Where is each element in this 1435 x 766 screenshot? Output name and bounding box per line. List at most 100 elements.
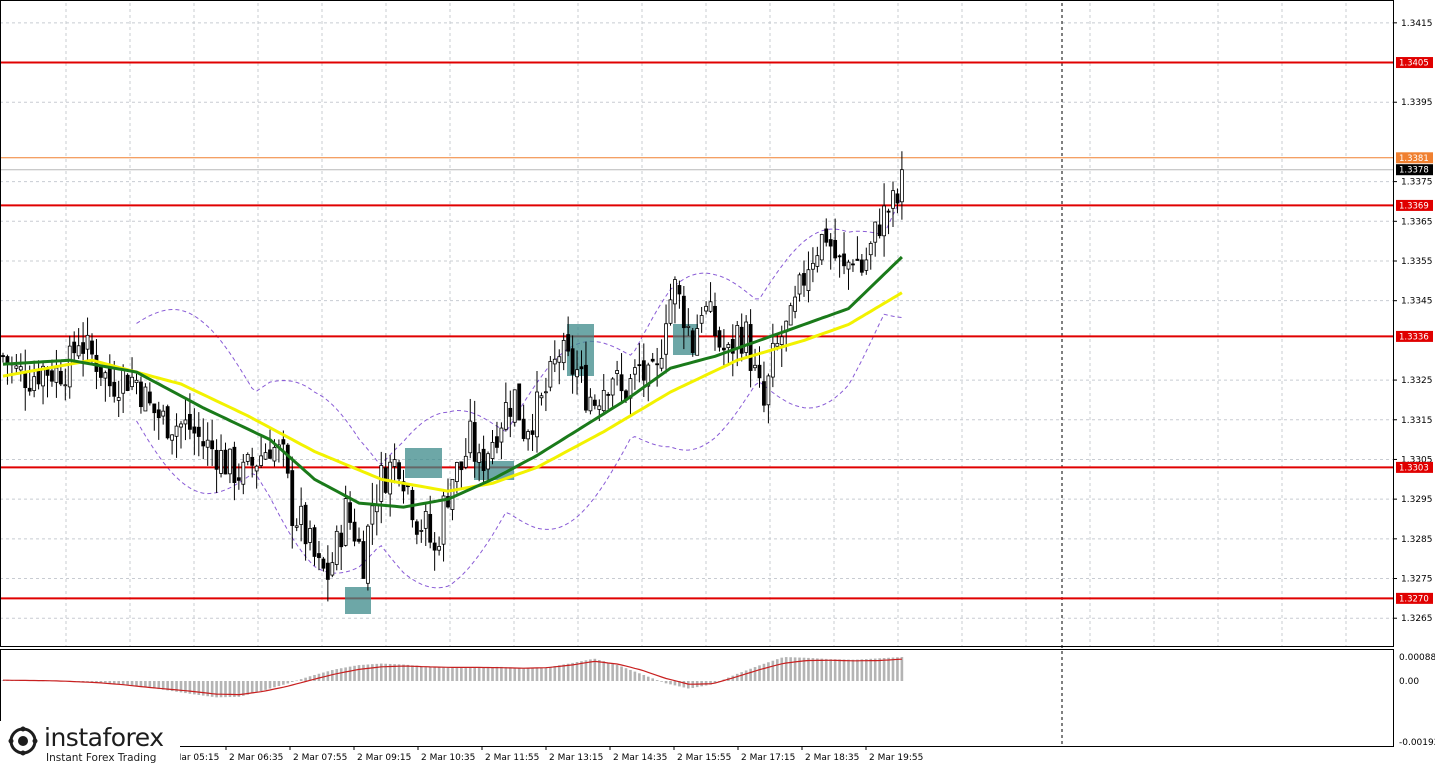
oscillator-tick-label: 0.00 [1399, 677, 1419, 687]
oscillator-bar [393, 664, 396, 681]
oscillator-bar [531, 667, 534, 681]
candle-body [41, 365, 45, 387]
oscillator-bar [660, 681, 663, 682]
candle-body [842, 253, 846, 267]
oscillator-bar [464, 667, 468, 681]
candle-body [357, 538, 361, 542]
candle-body [27, 387, 32, 392]
candle-body [321, 558, 326, 569]
oscillator-bar [900, 657, 904, 681]
candle-body [14, 365, 19, 369]
oscillator-signal [3, 658, 902, 696]
oscillator-bar [589, 659, 592, 681]
price-tick-label: 1.3365 [1401, 217, 1433, 227]
candle-body [428, 513, 433, 543]
candle-body [677, 285, 682, 295]
candle-body [361, 541, 366, 579]
candle-body [686, 325, 691, 328]
oscillator-bar [139, 681, 143, 687]
oscillator-bar [557, 665, 561, 681]
candle-body [406, 485, 410, 488]
candle-body [655, 363, 660, 366]
candle-body [713, 305, 717, 337]
oscillator-bar [602, 661, 606, 681]
time-label: 2 Mar 07:55 [293, 753, 347, 763]
candle-body [228, 448, 232, 475]
candle-body [459, 461, 464, 471]
candle-body [303, 504, 308, 545]
oscillator-bar [304, 677, 307, 681]
candle-body [250, 456, 255, 466]
oscillator-bar [562, 664, 565, 681]
candle-body [610, 378, 615, 396]
candle-body [365, 525, 370, 584]
oscillator-bar [188, 681, 192, 694]
time-label: 2 Mar 19:55 [869, 753, 923, 763]
candle-body [317, 553, 321, 559]
oscillator-bar [339, 668, 343, 681]
time-label: 2 Mar 18:35 [805, 753, 859, 763]
candle-body [232, 446, 237, 483]
candle-body [704, 305, 708, 312]
candle-body [103, 372, 108, 379]
oscillator-bar [896, 657, 899, 681]
oscillator-bar [184, 681, 187, 694]
oscillator-bar [99, 681, 103, 683]
oscillator-bar [397, 664, 401, 681]
candle-body [312, 527, 317, 557]
candle-body [214, 449, 219, 470]
candle-body [205, 439, 210, 448]
candle-body [241, 461, 246, 485]
oscillator-bar [206, 681, 209, 697]
time-label: 2 Mar 14:35 [613, 753, 667, 763]
oscillator-bar [437, 667, 441, 681]
candle-body [690, 330, 695, 353]
oscillator-bar [86, 681, 89, 682]
oscillator-bar [286, 681, 290, 684]
oscillator-bar [847, 659, 850, 681]
candles [1, 151, 904, 602]
candle-body [414, 521, 419, 535]
candle-body [806, 269, 811, 292]
oscillator-bar [789, 657, 792, 681]
candle-body [130, 376, 134, 388]
oscillator-bar [415, 665, 419, 681]
oscillator-bar [121, 681, 125, 685]
candle-body [695, 328, 700, 356]
oscillator-bar [268, 681, 272, 689]
candle-body [561, 339, 566, 364]
candle-body [379, 465, 384, 502]
candle-body [281, 439, 286, 445]
oscillator-bar [95, 681, 98, 683]
candle-body [334, 530, 339, 565]
oscillator-bar [130, 681, 134, 686]
candle-body [606, 394, 611, 396]
price-tick-label: 1.3305 [1401, 455, 1433, 465]
oscillator-bar [112, 681, 116, 684]
oscillator-bar [335, 669, 339, 681]
candle-body [615, 370, 619, 374]
candle-body [370, 505, 375, 525]
brand-tagline: Instant Forex Trading [46, 752, 157, 764]
oscillator-bar [513, 667, 517, 681]
candle-body [766, 375, 771, 406]
oscillator-bar [664, 681, 668, 684]
oscillator-bar [219, 681, 223, 698]
oscillator-bar [682, 681, 686, 688]
oscillator-bar [669, 681, 672, 685]
candle-body [294, 525, 299, 528]
candle-body [779, 336, 784, 345]
candle-body [681, 295, 686, 329]
oscillator-bar [615, 664, 619, 681]
time-label: 2 Mar 09:15 [357, 753, 411, 763]
price-tick-label: 1.3315 [1401, 416, 1433, 426]
price-tick-label: 1.3395 [1401, 98, 1433, 108]
candle-body [1, 355, 5, 358]
oscillator-bar [553, 666, 557, 681]
candle-body [788, 305, 793, 326]
candle-body [348, 502, 353, 523]
candle-body [165, 406, 170, 439]
oscillator-bar [357, 665, 361, 681]
oscillator-bar [406, 664, 410, 681]
ask-price-tag [1396, 152, 1433, 164]
